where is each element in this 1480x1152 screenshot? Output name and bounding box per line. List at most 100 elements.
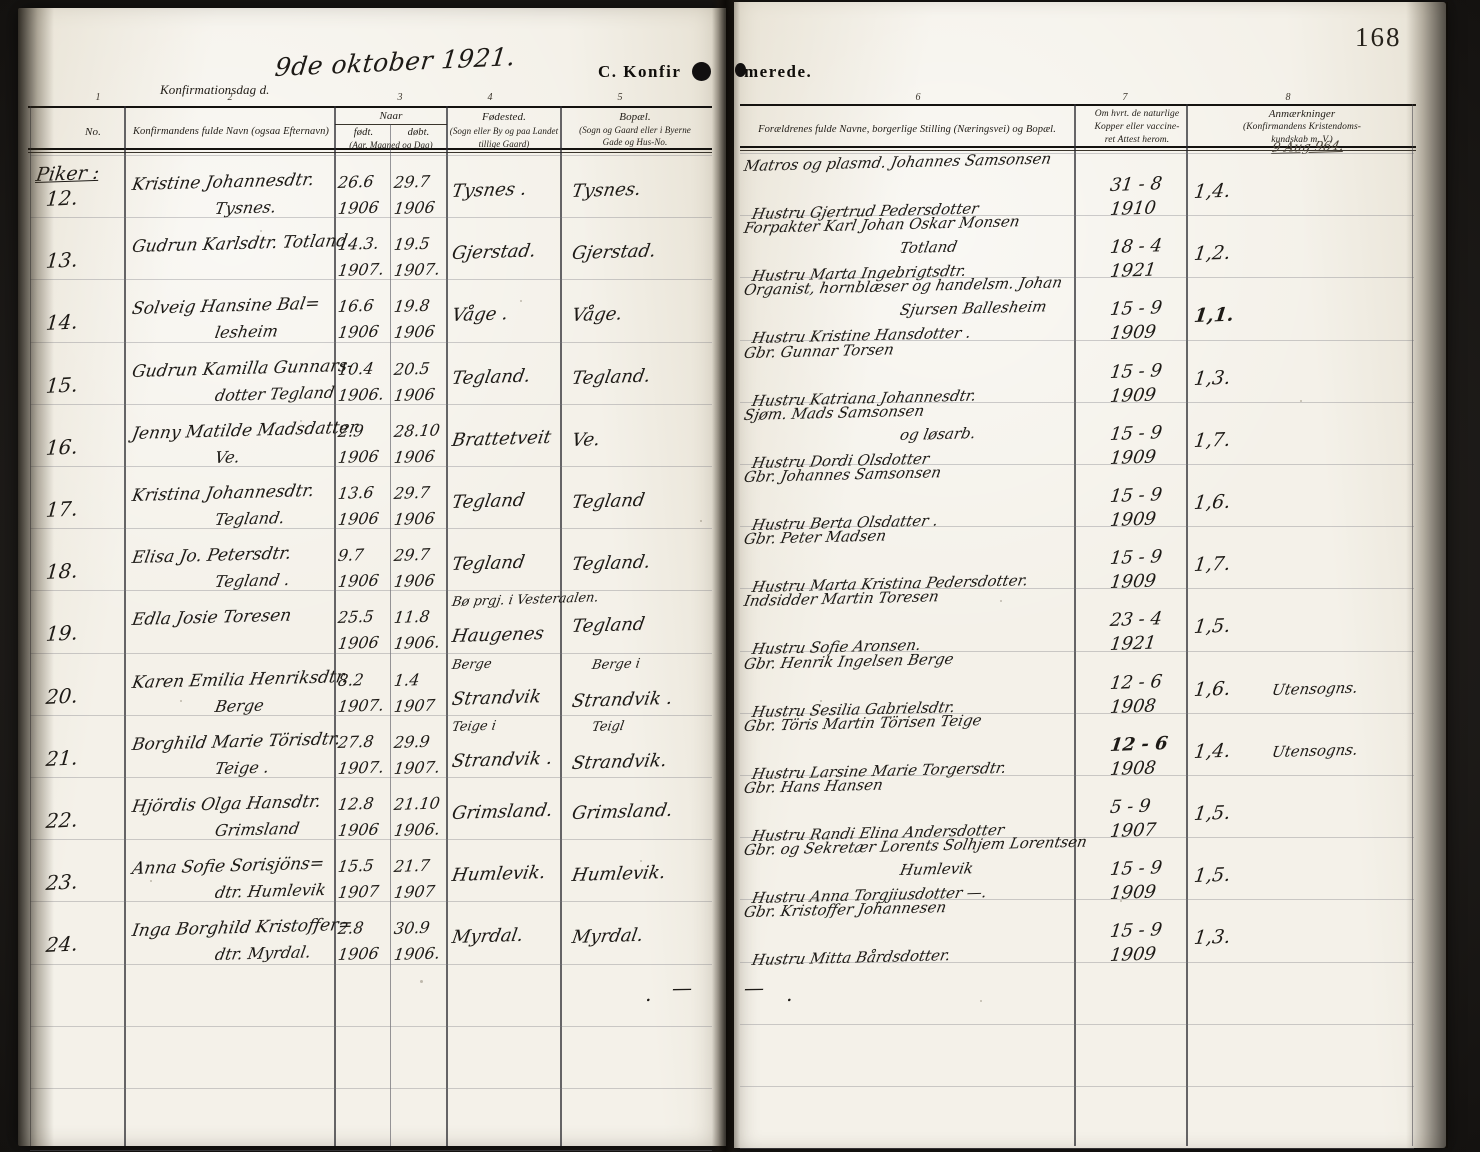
confirmand-name-line2: Berge: [213, 695, 266, 716]
christianity-grade: 1,6.: [1192, 677, 1232, 701]
vrule-no-name: [124, 106, 126, 1146]
birth-date-year: 1907.: [336, 757, 386, 778]
vrule-left-margin: [30, 106, 31, 1146]
vaccination-date-day: 15 - 9: [1108, 297, 1164, 321]
header-rule-accent-right: [740, 150, 1416, 151]
rule-line: [740, 713, 1414, 714]
end-mark-right-dash: —: [743, 975, 765, 1000]
vrule-parents-vaccination: [1074, 104, 1076, 1146]
christianity-grade: 1,2.: [1192, 241, 1232, 266]
rule-line: [740, 1086, 1414, 1087]
father-entry-continued: og løsarb.: [898, 423, 978, 444]
birthplace: Strandvik: [450, 685, 543, 710]
baptism-date-year: 1906.: [392, 819, 442, 841]
vaccination-date-year: 1909: [1108, 446, 1158, 469]
vrule-born-bapt: [390, 124, 391, 1146]
birth-date-year: 1906: [336, 943, 380, 965]
birth-date-year: 1906: [336, 446, 380, 467]
vaccination-date-year: 1908: [1108, 757, 1158, 780]
birth-date-day: 9.7: [336, 545, 365, 566]
vaccination-date-year: 1907: [1108, 819, 1158, 843]
baptism-date-year: 1907.: [392, 259, 442, 281]
paper-speckle: [300, 420, 302, 422]
paper-speckle: [260, 230, 262, 232]
baptism-date-year: 1907: [392, 695, 436, 716]
remark-text: Utensogns.: [1270, 678, 1360, 699]
birth-date-year: 1906.: [336, 383, 386, 405]
baptism-date-year: 1906: [392, 446, 436, 467]
birthplace: Tegland.: [450, 365, 532, 389]
rule-line: [30, 155, 712, 156]
christianity-grade: 1,7.: [1192, 428, 1232, 452]
paper-speckle: [1000, 600, 1002, 602]
column-header-residence: Bopæl.: [619, 111, 651, 123]
vaccination-date-day: 15 - 9: [1108, 359, 1164, 383]
paper-speckle: [150, 880, 152, 882]
vaccination-date-year: 1909: [1108, 570, 1158, 594]
row-number: 20.: [44, 682, 79, 709]
rule-line: [30, 217, 712, 218]
father-entry-continued: Totland: [898, 237, 959, 258]
confirmand-name-line2: dtr. Humlevik: [213, 880, 328, 903]
birth-date-day: 27.8: [336, 731, 375, 752]
birth-date-day: 10.4: [336, 358, 375, 379]
rule-line: [30, 777, 712, 778]
residence: Grimsland.: [570, 799, 675, 825]
vaccination-date-day: 15 - 9: [1108, 546, 1164, 570]
baptism-date-year: 1907.: [392, 757, 442, 778]
birthplace: Gjerstad.: [450, 240, 538, 265]
birth-date-year: 1906: [336, 321, 380, 343]
christianity-grade: 1,4.: [1192, 739, 1232, 763]
baptism-date-day: 1.4: [392, 669, 421, 690]
residence: Tegland.: [570, 365, 652, 389]
christianity-grade: 1,3.: [1192, 926, 1232, 950]
header-rule-top-left: [28, 106, 712, 108]
rule-line: [30, 590, 712, 591]
baptism-date-day: 29.7: [392, 544, 431, 566]
rule-line: [740, 775, 1414, 776]
vaccination-date-year: 1909: [1108, 383, 1158, 407]
confirmand-name-line2: Tegland .: [213, 570, 292, 592]
folio-number: 168: [1355, 22, 1402, 52]
column-header-name: Konfirmandens fulde Navn (ogsaa Efternav…: [132, 126, 330, 137]
vaccination-date-day: 23 - 4: [1108, 608, 1164, 632]
column-header-parents: Forældrenes fulde Navne, borgerlige Stil…: [758, 124, 1056, 135]
column-header-remarks-sub1: (Konfirmandens Kristendoms-: [1242, 122, 1362, 132]
vaccination-date-year: 1909: [1108, 321, 1158, 345]
row-number: 14.: [44, 309, 79, 336]
column-header-baptised: døbt.: [407, 127, 430, 138]
baptism-date-year: 1906: [392, 384, 436, 405]
baptism-date-year: 1907: [392, 881, 436, 903]
birthplace: Grimsland.: [450, 799, 555, 825]
birth-date-year: 1906: [336, 819, 380, 841]
birthplace: Tysnes .: [450, 178, 529, 203]
baptism-date-day: 29.7: [392, 482, 431, 504]
row-number: 16.: [44, 434, 79, 460]
vaccination-date-day: 15 - 9: [1108, 484, 1164, 508]
rule-line: [740, 588, 1414, 589]
vaccination-date-day: 18 - 4: [1108, 235, 1164, 259]
baptism-date-day: 21.7: [392, 855, 431, 877]
header-rule-top-right: [740, 104, 1416, 106]
rule-line: [30, 404, 712, 405]
row-number: 21.: [44, 745, 79, 771]
baptism-date-year: 1906: [392, 321, 436, 343]
residence: Tegland.: [570, 551, 652, 576]
rule-line: [30, 839, 712, 840]
baptism-date-day: 20.5: [392, 358, 431, 379]
vrule-birthplace-residence: [560, 106, 562, 1146]
vaccination-date-day: 31 - 8: [1108, 173, 1164, 197]
row-number: 19.: [44, 620, 79, 647]
rule-line: [740, 651, 1414, 652]
column-header-born: født.: [353, 127, 374, 138]
confirmand-name-line2: Tegland.: [213, 508, 287, 530]
column-number-3: 3: [397, 92, 403, 103]
column-header-no: No.: [85, 126, 101, 138]
baptism-date-year: 1906: [392, 197, 436, 219]
vaccination-date-day: 15 - 9: [1108, 857, 1164, 881]
birth-date-day: 14.3.: [336, 233, 380, 255]
header-rule-bottom-right: [740, 146, 1416, 148]
vaccination-date-day: 5 - 9: [1108, 795, 1152, 819]
rule-line: [30, 1088, 712, 1089]
paper-speckle: [980, 1000, 982, 1002]
